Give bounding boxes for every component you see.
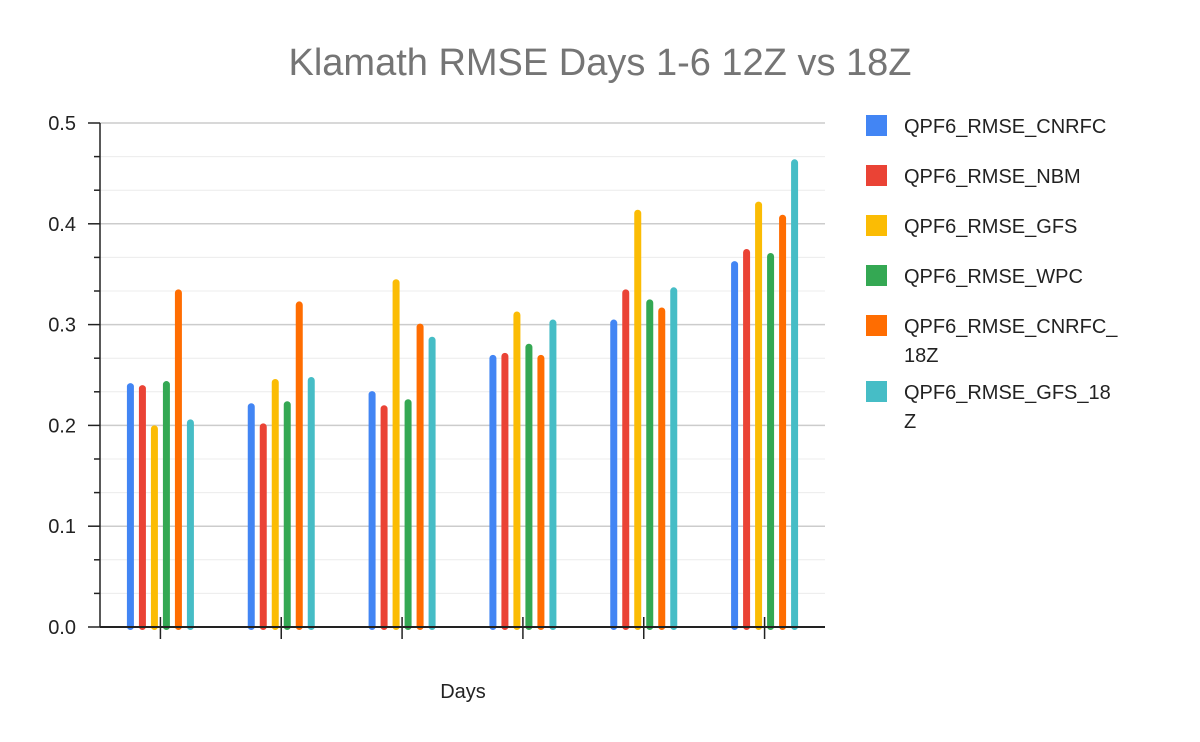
bar — [646, 299, 654, 630]
bar — [380, 405, 388, 630]
legend-label: QPF6_RMSE_GFS — [904, 216, 1077, 238]
bar — [283, 401, 291, 630]
y-tick-labels: 0.0 0.1 0.2 0.3 0.4 0.5 — [48, 113, 76, 639]
legend-entry: QPF6_RMSE_CNRFC_ 18Z — [866, 315, 1118, 367]
bar — [513, 311, 521, 630]
chart-title: Klamath RMSE Days 1-6 12Z vs 18Z — [289, 42, 912, 84]
y-tick-label: 0.4 — [48, 214, 76, 236]
bar — [610, 319, 618, 630]
legend-label: QPF6_RMSE_WPC — [904, 266, 1083, 288]
y-tick-label: 0.1 — [48, 516, 76, 538]
bar — [271, 379, 279, 630]
bar — [259, 423, 267, 630]
legend-swatch — [866, 165, 887, 186]
bars — [126, 159, 799, 631]
legend-swatch — [866, 315, 887, 336]
legend-entry: QPF6_RMSE_CNRFC — [866, 115, 1106, 138]
y-tick-label: 0.2 — [48, 415, 76, 437]
bar — [767, 253, 775, 631]
x-axis-label: Days — [440, 681, 486, 703]
bar — [174, 289, 182, 630]
bar — [670, 287, 678, 630]
bar — [549, 319, 557, 630]
legend-label: 18Z — [904, 345, 938, 367]
bar — [501, 352, 509, 630]
bar — [307, 377, 315, 630]
bar — [791, 159, 799, 630]
gridlines — [100, 122, 825, 594]
bar — [186, 419, 194, 630]
y-tick-label: 0.3 — [48, 315, 76, 337]
legend-entry: QPF6_RMSE_WPC — [866, 265, 1083, 288]
bar — [779, 214, 787, 630]
legend-label: Z — [904, 411, 916, 433]
bar — [634, 209, 642, 631]
legend-swatch — [866, 115, 887, 136]
legend-label: QPF6_RMSE_CNRFC_ — [904, 316, 1118, 338]
bar — [622, 289, 630, 630]
legend-entry: QPF6_RMSE_GFS_18 Z — [866, 381, 1111, 433]
legend-swatch — [866, 265, 887, 286]
bar — [368, 391, 376, 630]
legend: QPF6_RMSE_CNRFC QPF6_RMSE_NBM QPF6_RMSE_GF… — [866, 115, 1118, 433]
bar — [138, 385, 146, 630]
bar — [150, 425, 158, 630]
bar — [525, 343, 533, 630]
bar — [404, 399, 412, 630]
bar — [731, 261, 739, 630]
bar — [126, 383, 134, 630]
bar — [755, 201, 763, 630]
bar — [247, 403, 255, 630]
y-tick-label: 0.0 — [48, 617, 76, 639]
legend-label: QPF6_RMSE_NBM — [904, 166, 1081, 188]
legend-label: QPF6_RMSE_GFS_18 — [904, 382, 1111, 404]
legend-label: QPF6_RMSE_CNRFC — [904, 116, 1106, 138]
legend-entry: QPF6_RMSE_GFS — [866, 215, 1077, 238]
bar — [295, 301, 303, 630]
bar — [743, 249, 751, 630]
legend-swatch — [866, 381, 887, 402]
bar — [162, 381, 170, 630]
legend-swatch — [866, 215, 887, 236]
bar — [416, 323, 424, 630]
axes — [88, 122, 825, 639]
bar — [537, 354, 545, 630]
bar — [489, 354, 497, 630]
bar — [392, 279, 400, 630]
y-tick-label: 0.5 — [48, 113, 76, 135]
legend-entry: QPF6_RMSE_NBM — [866, 165, 1081, 188]
bar — [658, 307, 666, 630]
bar — [428, 336, 436, 630]
